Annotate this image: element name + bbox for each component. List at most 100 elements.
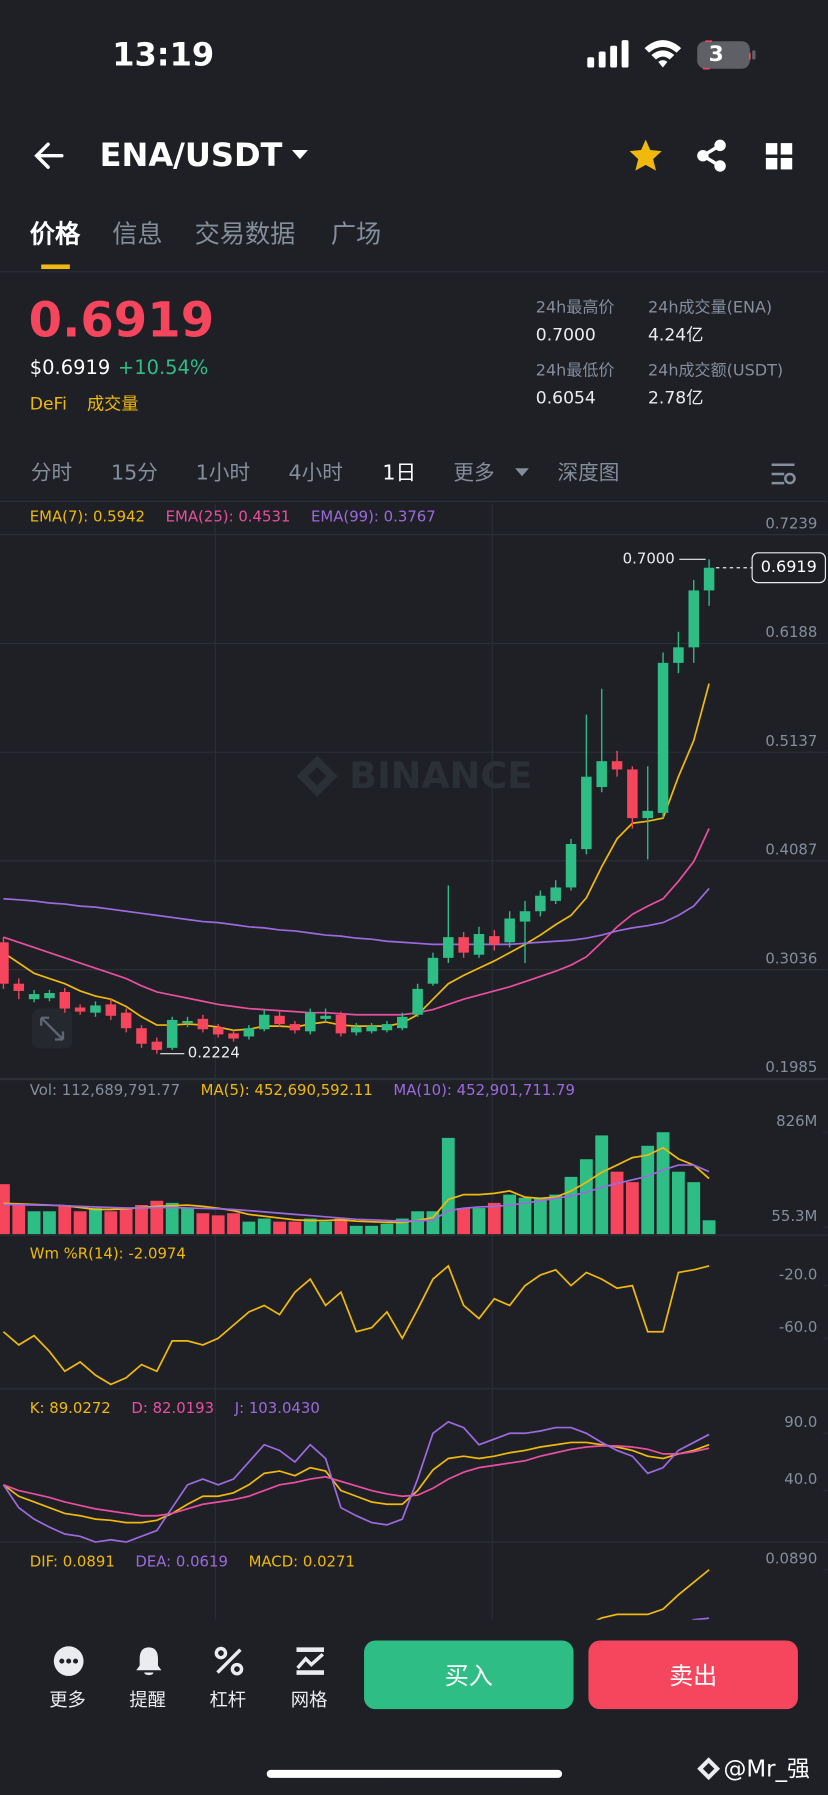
candle-body	[581, 776, 592, 850]
candle-body	[28, 994, 40, 1000]
interval[interactable]: 更多	[453, 461, 495, 486]
tab-indicator	[41, 264, 70, 270]
pair-title[interactable]: ENA/USDT	[99, 136, 283, 175]
toolbar-item[interactable]: 杠杆	[209, 1688, 247, 1711]
candle-body	[565, 843, 577, 888]
candle-body	[458, 937, 469, 953]
tab[interactable]: 广场	[330, 220, 382, 250]
price-change: +10.54%	[117, 356, 209, 380]
candle-body	[412, 988, 423, 1015]
volume-bar	[119, 1208, 133, 1235]
y-tick-label: 0.7239	[765, 514, 817, 532]
indicator-line	[2, 683, 710, 1032]
share-button[interactable]	[694, 137, 731, 174]
interval[interactable]: 15分	[111, 461, 158, 486]
volume-bar	[533, 1197, 547, 1235]
plot-area	[0, 534, 828, 1620]
volume-bar	[426, 1211, 440, 1235]
volume-bar	[349, 1225, 363, 1235]
stat-value: 0.6054	[535, 387, 596, 409]
status-time: 13:19	[112, 35, 215, 74]
favorite-star[interactable]	[627, 137, 664, 174]
candle-body	[397, 1016, 408, 1029]
buy-button[interactable]: 买入	[364, 1640, 574, 1710]
indicator-line	[2, 1441, 710, 1524]
volume-bar	[610, 1171, 624, 1235]
layout-button[interactable]	[764, 141, 796, 173]
stat-label: 24h最低价	[535, 361, 615, 381]
annotation-label: 0.2224	[188, 1044, 240, 1062]
usd-price: $0.6919	[29, 356, 111, 380]
volume-bar	[319, 1221, 332, 1235]
candle-body	[596, 761, 607, 788]
toolbar-item[interactable]: 提醒	[129, 1688, 166, 1711]
volume-bar	[365, 1225, 379, 1235]
volume-bar	[334, 1218, 348, 1235]
indicator-line	[3, 1164, 710, 1223]
candle-body	[304, 1012, 316, 1032]
pair-dropdown[interactable]	[291, 148, 309, 162]
y-tick-label: -20.0	[779, 1265, 817, 1283]
legend-entry: K: 89.0272	[30, 1399, 111, 1417]
legend-entry: MACD: 0.0271	[249, 1553, 355, 1571]
tab[interactable]: 信息	[112, 220, 163, 250]
volume-bar	[273, 1221, 286, 1235]
candle-body	[289, 1024, 301, 1031]
candle-body	[13, 983, 25, 991]
back-button[interactable]	[32, 140, 66, 174]
volume-bar	[411, 1211, 425, 1235]
candle-body	[427, 957, 439, 984]
icon-more	[53, 1646, 84, 1676]
candle-body	[535, 895, 546, 912]
candle-body	[443, 937, 454, 958]
candle-body	[136, 1028, 147, 1044]
tab[interactable]: 交易数据	[194, 220, 296, 250]
stat-label: 24h成交额(USDT)	[647, 361, 784, 381]
tab[interactable]: 价格	[29, 220, 81, 250]
candle-body	[74, 1007, 86, 1012]
indicator-line	[690, 1617, 710, 1620]
icon-grid	[296, 1647, 324, 1675]
volume-bar	[503, 1194, 517, 1235]
candle-body	[274, 1015, 285, 1025]
candle-body	[366, 1026, 377, 1032]
tag[interactable]: 成交量	[87, 393, 139, 414]
watermark-text: BINANCE	[349, 754, 532, 797]
volume-bar	[12, 1204, 26, 1235]
interval[interactable]: 1小时	[195, 461, 251, 486]
volume-bar	[702, 1220, 716, 1235]
volume-bar	[242, 1221, 256, 1235]
volume-bar	[656, 1132, 670, 1235]
interval[interactable]: 4小时	[288, 461, 343, 486]
interval[interactable]: 深度图	[557, 461, 620, 486]
volume-bar	[457, 1208, 471, 1235]
candle-body	[105, 1004, 117, 1016]
expand-button[interactable]	[32, 1008, 73, 1049]
volume-bar	[257, 1218, 271, 1235]
candle-body	[489, 936, 500, 945]
legend-entry: EMA(7): 0.5942	[30, 507, 145, 525]
candle-body	[228, 1033, 239, 1039]
tag[interactable]: DeFi	[29, 393, 67, 414]
volume-bar	[687, 1182, 701, 1235]
interval[interactable]: 分时	[30, 461, 73, 486]
sell-button[interactable]: 卖出	[588, 1640, 798, 1710]
candle-body	[657, 662, 669, 813]
watermark: BINANCE	[296, 754, 532, 797]
interval-active[interactable]: 1日	[382, 461, 417, 486]
candle-body	[688, 590, 700, 648]
toolbar-item[interactable]: 更多	[49, 1688, 86, 1711]
candle-body	[350, 1027, 362, 1033]
legend-entry: DIF: 0.0891	[30, 1553, 115, 1571]
credit: @Mr_强	[723, 1754, 810, 1783]
volume-bar	[288, 1221, 302, 1235]
legend-entry: MA(10): 452,901,711.79	[393, 1081, 575, 1099]
toolbar-item[interactable]: 网格	[290, 1688, 328, 1711]
indicator-line	[3, 887, 710, 946]
chart-settings[interactable]	[769, 461, 796, 486]
candle-body	[519, 911, 531, 922]
stat-value: 0.7000	[535, 324, 596, 346]
legend-entry: Wm %R(14): -2.0974	[30, 1245, 186, 1263]
volume-bar	[196, 1213, 210, 1235]
